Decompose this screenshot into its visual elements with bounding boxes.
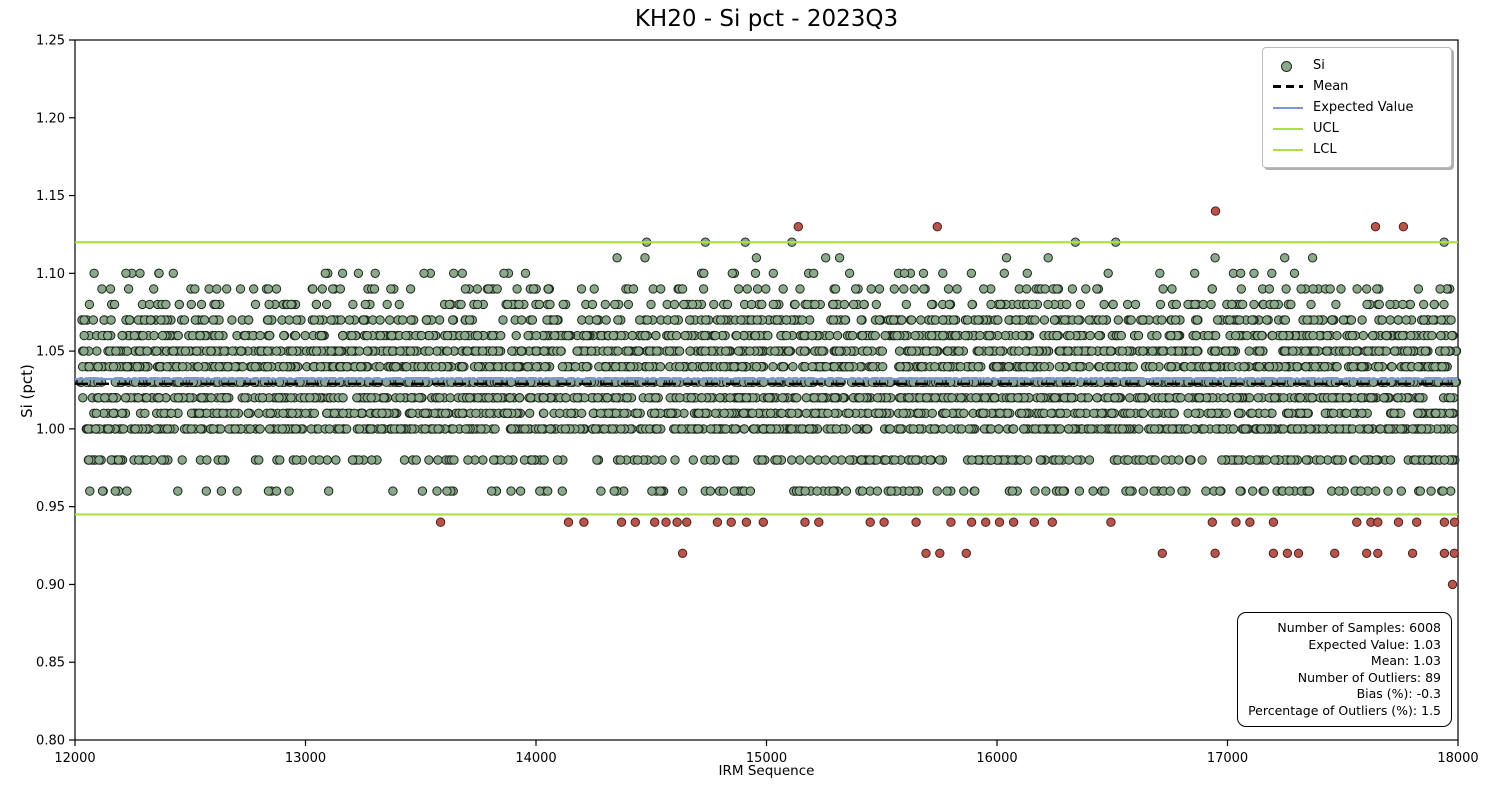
svg-text:12000: 12000 (54, 751, 95, 766)
svg-text:0.80: 0.80 (36, 734, 65, 749)
legend-label-lcl: LCL (1313, 142, 1337, 157)
svg-text:1.10: 1.10 (36, 267, 65, 282)
stats-box: Number of Samples: 6008 Expected Value: … (1237, 612, 1452, 727)
stats-outlier-pct: Percentage of Outliers (%): 1.5 (1248, 702, 1441, 718)
si-dot-icon (1273, 59, 1303, 73)
legend-item-si: Si (1273, 55, 1441, 76)
svg-text:0.95: 0.95 (36, 500, 65, 515)
mean-dashed-line-icon (1273, 80, 1303, 94)
stats-expected-value: Expected Value: 1.03 (1308, 636, 1441, 652)
svg-text:1.25: 1.25 (36, 34, 65, 49)
legend-item-mean: Mean (1273, 76, 1441, 97)
ucl-line-icon (1273, 122, 1303, 136)
legend-item-ucl: UCL (1273, 118, 1441, 139)
stats-samples: Number of Samples: 6008 (1277, 620, 1441, 635)
legend-label-ucl: UCL (1313, 121, 1339, 136)
expected-value-line-icon (1273, 101, 1303, 115)
svg-text:16000: 16000 (976, 751, 1017, 766)
legend-label-si: Si (1313, 58, 1325, 73)
legend: Si Mean Expected Value UCL LCL (1262, 47, 1452, 168)
svg-text:14000: 14000 (515, 751, 556, 766)
svg-text:0.85: 0.85 (36, 656, 65, 671)
svg-text:13000: 13000 (285, 751, 326, 766)
svg-text:1.00: 1.00 (36, 422, 65, 437)
lcl-line-icon (1273, 143, 1303, 157)
svg-text:1.20: 1.20 (36, 111, 65, 126)
svg-text:17000: 17000 (1207, 751, 1248, 766)
svg-text:18000: 18000 (1437, 751, 1478, 766)
svg-text:0.90: 0.90 (36, 578, 65, 593)
stats-bias: Bias (%): -0.3 (1356, 686, 1441, 701)
stats-outliers: Number of Outliers: 89 (1297, 669, 1441, 685)
legend-label-mean: Mean (1313, 79, 1349, 94)
x-axis-label: IRM Sequence (718, 763, 815, 779)
chart-title: KH20 - Si pct - 2023Q3 (634, 6, 899, 32)
stats-mean: Mean: 1.03 (1370, 653, 1441, 668)
legend-label-expected-value: Expected Value (1313, 100, 1414, 115)
svg-text:1.15: 1.15 (36, 189, 65, 204)
svg-text:1.05: 1.05 (36, 345, 65, 360)
legend-item-expected-value: Expected Value (1273, 97, 1441, 118)
y-axis-label: Si (pct) (18, 364, 36, 418)
legend-item-lcl: LCL (1273, 139, 1441, 160)
svg-text:15000: 15000 (746, 751, 787, 766)
